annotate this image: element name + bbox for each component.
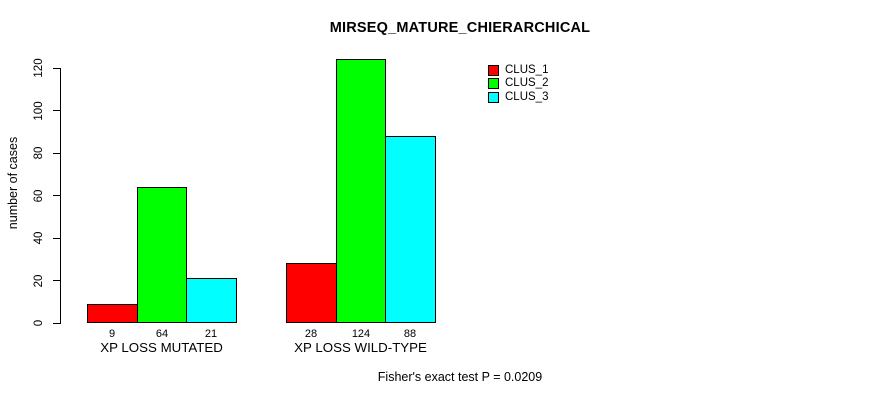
- legend-swatch-icon: [488, 78, 499, 90]
- bar-clus_3-group1: [186, 278, 237, 323]
- legend-label: CLUS_1: [505, 63, 549, 76]
- legend-label: CLUS_3: [505, 90, 549, 103]
- y-tick-mark: [53, 322, 60, 324]
- bar-value-label: 88: [403, 328, 417, 340]
- chart-title: MIRSEQ_MATURE_CHIERARCHICAL: [329, 20, 591, 36]
- bar-clus_3-group2: [385, 136, 436, 323]
- category-label: XP LOSS WILD-TYPE: [294, 340, 427, 355]
- legend-item-clus_2: CLUS_2: [488, 77, 549, 90]
- legend-item-clus_1: CLUS_1: [488, 64, 548, 76]
- bar-clus_2-group2: [336, 59, 386, 323]
- legend-swatch-icon: [488, 64, 499, 76]
- y-tick-mark: [53, 152, 60, 154]
- bar-clus_1-group2: [286, 263, 337, 323]
- legend-swatch-icon: [488, 91, 499, 103]
- bar-clus_2-group1: [137, 187, 187, 323]
- bar-value-label: 124: [351, 328, 371, 340]
- category-label: XP LOSS MUTATED: [100, 340, 223, 355]
- y-tick-mark: [53, 110, 60, 111]
- bar-value-label: 28: [304, 328, 318, 340]
- y-tick-mark: [53, 237, 60, 239]
- y-tick-mark: [53, 195, 60, 196]
- bar-value-label: 64: [155, 328, 169, 340]
- bar-value-label: 21: [204, 328, 218, 340]
- y-axis-line: [60, 68, 61, 324]
- y-tick-mark: [53, 280, 60, 281]
- legend-item-clus_3: CLUS_3: [488, 91, 548, 103]
- legend-label: CLUS_2: [505, 77, 549, 90]
- bar-clus_1-group1: [87, 304, 138, 323]
- bar-value-label: 9: [108, 328, 116, 340]
- y-tick-mark: [53, 67, 60, 69]
- footer-stat-text: Fisher's exact test P = 0.0209: [377, 370, 543, 384]
